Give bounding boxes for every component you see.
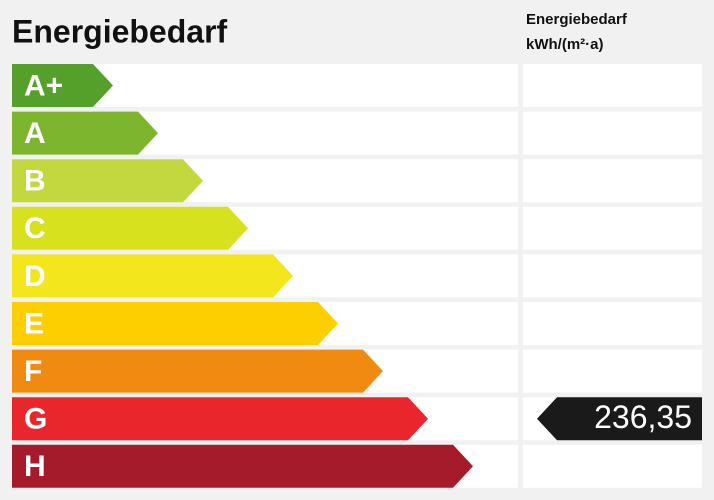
class-arrow — [12, 206, 248, 250]
class-label: G — [24, 403, 47, 436]
value-cell — [523, 64, 702, 107]
value-cell — [523, 159, 702, 203]
indicator-arrow — [537, 397, 702, 441]
column-header: kWh/(m²·a) — [526, 36, 604, 53]
value-cell — [523, 254, 702, 298]
class-label: D — [24, 260, 46, 293]
class-label: C — [24, 212, 46, 245]
class-arrow — [12, 111, 158, 155]
class-arrow — [12, 302, 338, 345]
indicator-value: 236,35 — [594, 399, 692, 435]
value-cell — [523, 349, 702, 393]
class-label: B — [24, 165, 46, 198]
value-cell — [523, 302, 702, 345]
class-arrow — [12, 349, 383, 393]
class-arrow — [12, 254, 293, 298]
class-label: F — [24, 355, 42, 388]
value-cell — [523, 111, 702, 155]
title: Energiebedarf — [12, 13, 228, 49]
class-arrow — [12, 397, 428, 441]
class-label: A — [24, 117, 46, 150]
column-header: Energiebedarf — [526, 11, 628, 28]
class-label: E — [24, 307, 44, 340]
value-cell — [523, 444, 702, 488]
class-arrow — [12, 444, 473, 488]
class-label: A+ — [24, 69, 63, 102]
value-cell — [523, 206, 702, 250]
class-arrow — [12, 159, 203, 203]
class-arrow — [12, 64, 113, 107]
class-label: H — [24, 450, 46, 483]
